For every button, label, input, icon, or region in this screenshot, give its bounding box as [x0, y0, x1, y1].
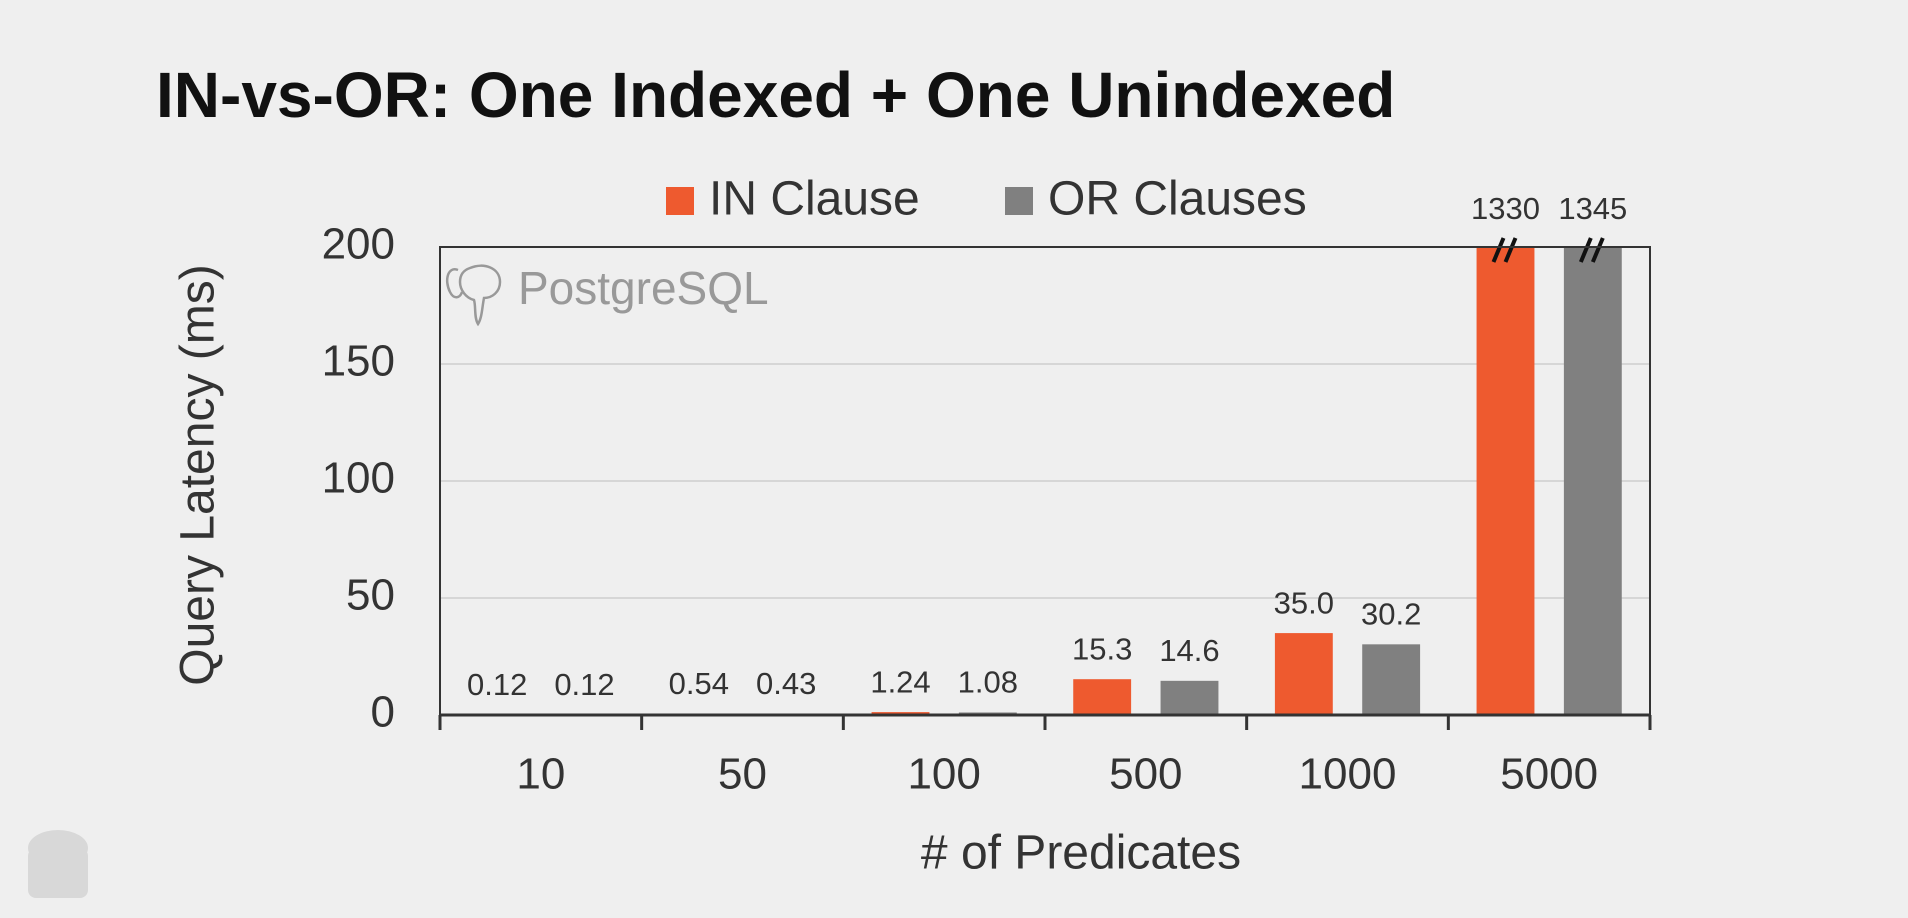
- bar: [1563, 247, 1622, 715]
- watermark-text: PostgreSQL: [518, 262, 769, 314]
- value-label: 1.08: [958, 665, 1018, 700]
- y-tick-label: 50: [346, 571, 395, 620]
- x-tick-label: 10: [516, 750, 565, 799]
- value-label: 1330: [1471, 191, 1540, 226]
- legend-swatch: [1005, 187, 1033, 215]
- value-label: 1.24: [870, 664, 930, 699]
- bar: [1160, 680, 1219, 715]
- x-tick-label: 100: [907, 750, 980, 799]
- x-tick-label: 5000: [1500, 750, 1598, 799]
- chart-title: IN-vs-OR: One Indexed + One Unindexed: [156, 59, 1395, 131]
- value-label: 1345: [1558, 191, 1627, 226]
- break-mark: [1491, 237, 1506, 263]
- bar: [1362, 644, 1421, 715]
- corner-icon: [28, 830, 88, 898]
- x-tick-label: 50: [718, 750, 767, 799]
- y-tick-label: 100: [322, 454, 395, 503]
- value-label: 0.54: [669, 666, 729, 701]
- y-axis-label: Query Latency (ms): [172, 264, 225, 685]
- value-label: 14.6: [1159, 633, 1219, 668]
- value-label: 0.43: [756, 666, 816, 701]
- legend-label: IN Clause: [709, 173, 920, 226]
- bar: [1476, 247, 1535, 715]
- value-label: 0.12: [554, 667, 614, 702]
- bar: [1274, 633, 1333, 715]
- legend-swatch: [666, 187, 694, 215]
- bar: [1073, 679, 1132, 715]
- value-label: 15.3: [1072, 631, 1132, 666]
- watermark-logo: [446, 264, 502, 327]
- break-mark: [1503, 237, 1518, 263]
- y-tick-label: 200: [322, 220, 395, 269]
- value-label: 35.0: [1274, 585, 1334, 620]
- y-tick-label: 0: [371, 688, 395, 737]
- x-tick-label: 1000: [1299, 750, 1397, 799]
- x-axis-label: # of Predicates: [921, 827, 1241, 880]
- legend-label: OR Clauses: [1048, 173, 1307, 226]
- x-tick-label: 500: [1109, 750, 1182, 799]
- value-label: 30.2: [1361, 597, 1421, 632]
- value-label: 0.12: [467, 667, 527, 702]
- break-mark: [1590, 237, 1605, 263]
- break-mark: [1578, 237, 1593, 263]
- y-tick-label: 150: [322, 337, 395, 386]
